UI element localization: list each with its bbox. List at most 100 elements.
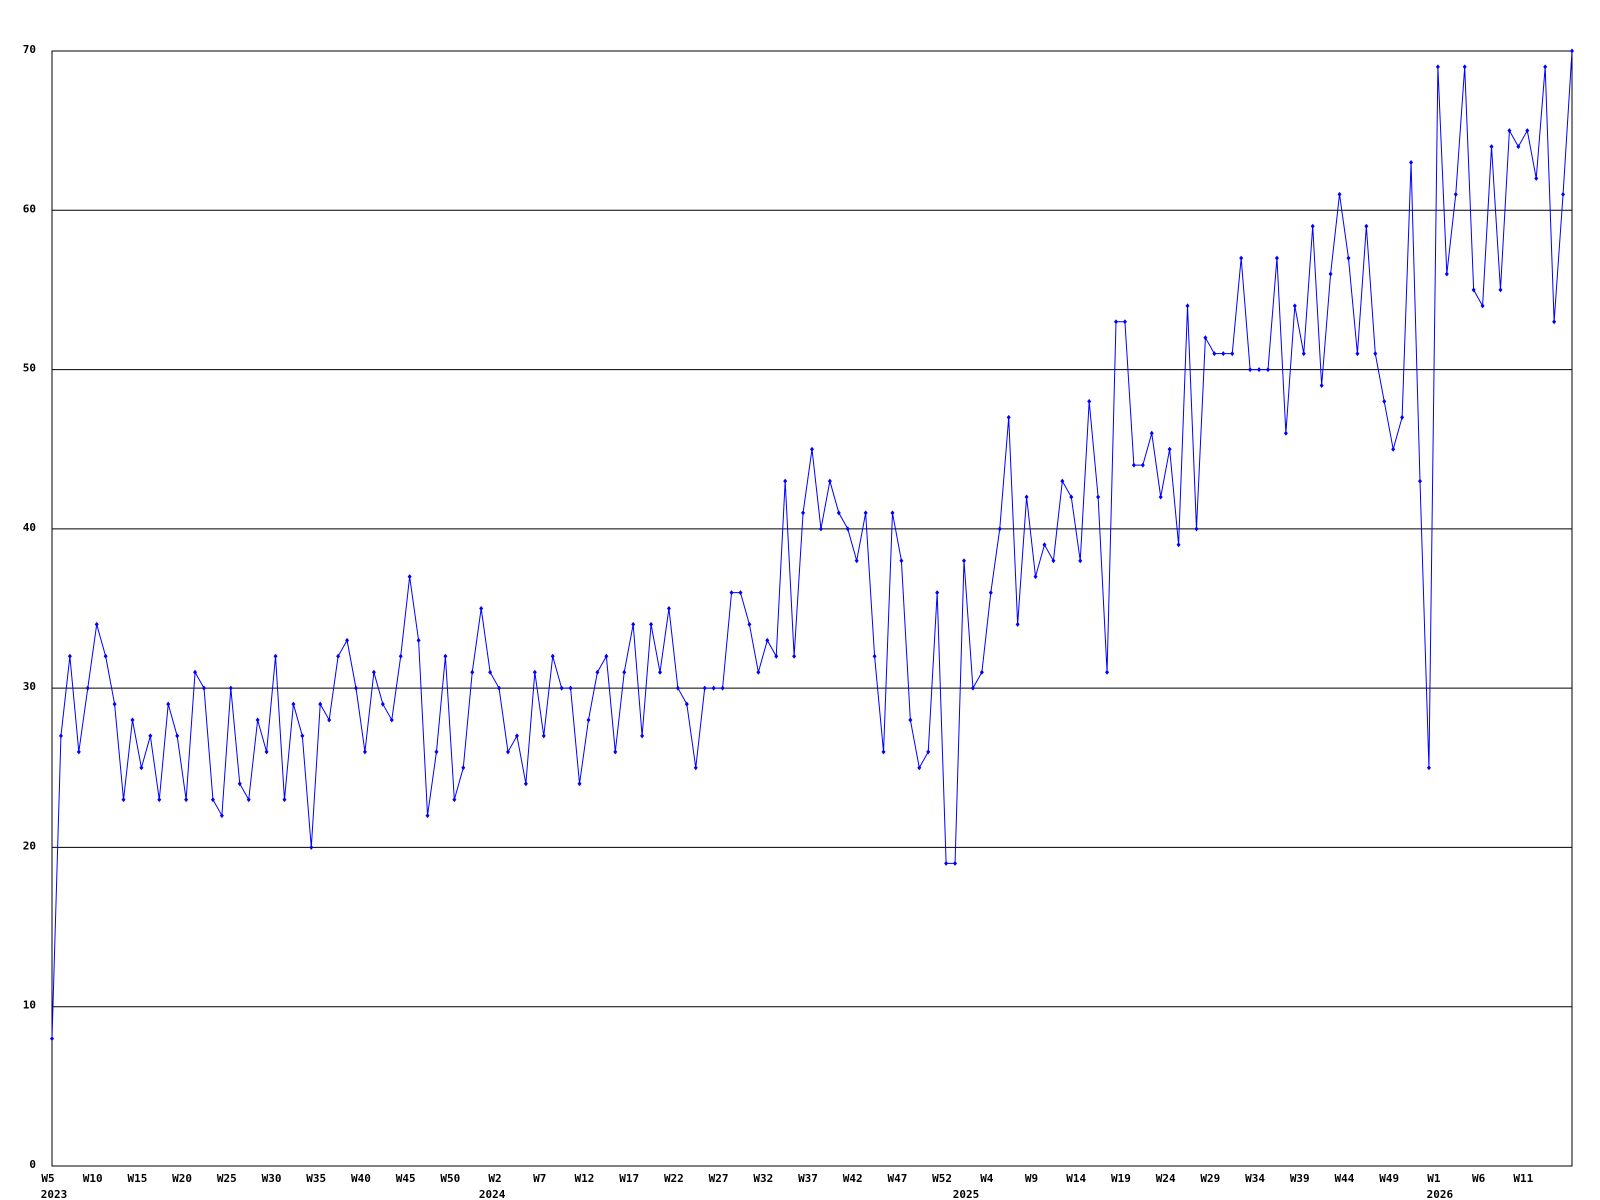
data-point (559, 685, 564, 691)
data-point (1310, 223, 1315, 229)
data-point (371, 669, 376, 675)
data-point (1122, 319, 1127, 325)
data-point (157, 797, 162, 803)
data-point (756, 669, 761, 675)
data-point (246, 797, 251, 803)
data-point (76, 749, 81, 755)
data-point (1409, 160, 1414, 165)
data-point (899, 558, 904, 564)
x-tick-label: W39 (1290, 1172, 1310, 1185)
x-tick-label: W27 (709, 1172, 729, 1185)
x-tick-label: W19 (1111, 1172, 1131, 1185)
data-point (1221, 351, 1226, 357)
data-point (1426, 765, 1431, 771)
data-point (863, 510, 868, 516)
data-point (166, 701, 171, 707)
x-tick-label: W35 (306, 1172, 326, 1185)
data-point (327, 717, 332, 723)
data-point (497, 685, 502, 691)
data-point (1355, 351, 1360, 357)
data-point (1516, 144, 1521, 150)
data-point (935, 590, 940, 596)
data-point (1274, 255, 1279, 261)
data-point (1283, 430, 1288, 436)
data-point (1534, 175, 1539, 181)
data-point (729, 590, 734, 596)
data-point (1364, 223, 1369, 229)
data-point (1444, 271, 1449, 277)
data-point (765, 637, 770, 643)
data-point (514, 733, 519, 739)
x-tick-label: W24 (1156, 1172, 1176, 1185)
data-point (792, 653, 797, 659)
data-point (684, 701, 689, 707)
x-tick-label: W52 (932, 1172, 952, 1185)
x-tick-label: W50 (440, 1172, 460, 1185)
x-tick-label: W22 (664, 1172, 684, 1185)
y-tick-label: 10 (23, 999, 36, 1012)
x-tick-label: W42 (843, 1172, 863, 1185)
data-point (1212, 351, 1217, 357)
data-point (881, 749, 886, 755)
data-point (1337, 191, 1342, 197)
data-point (693, 765, 698, 771)
data-point (1400, 414, 1405, 420)
x-tick-label: W2 (488, 1172, 501, 1185)
data-point (1391, 446, 1396, 452)
data-point (85, 685, 90, 691)
x-tick-label: W11 (1513, 1172, 1533, 1185)
x-year-label: 2026 (1427, 1188, 1454, 1200)
data-point (953, 860, 958, 866)
data-point (1525, 128, 1530, 134)
x-tick-label: W44 (1335, 1172, 1355, 1185)
data-point (273, 653, 278, 659)
data-point (452, 797, 457, 803)
data-point (979, 669, 984, 675)
data-point (649, 621, 654, 627)
data-point (631, 621, 636, 627)
data-point (622, 669, 627, 675)
x-tick-label: W47 (887, 1172, 907, 1185)
data-point (541, 733, 546, 739)
x-tick-label: W14 (1066, 1172, 1086, 1185)
data-point (970, 685, 975, 691)
data-point (1203, 335, 1208, 341)
data-point (228, 685, 233, 691)
data-point (1471, 287, 1476, 293)
x-tick-label: W25 (217, 1172, 237, 1185)
data-point (130, 717, 135, 723)
data-point (434, 749, 439, 755)
data-point (827, 478, 832, 484)
data-point (398, 653, 403, 659)
x-tick-label: W12 (575, 1172, 595, 1185)
data-point (121, 797, 126, 803)
data-point (94, 621, 99, 627)
data-point (148, 733, 153, 739)
data-point (50, 1036, 54, 1042)
data-point (291, 701, 296, 707)
data-point (407, 574, 412, 580)
data-point (488, 669, 493, 675)
data-point (1114, 319, 1118, 325)
data-point (300, 733, 305, 739)
data-point (836, 510, 841, 516)
data-point (988, 590, 993, 596)
data-point (470, 669, 475, 675)
data-point (1418, 478, 1422, 484)
data-point (1328, 271, 1333, 277)
data-point (818, 526, 823, 532)
data-point (1543, 64, 1548, 70)
data-point (1167, 446, 1172, 452)
x-tick-label: W20 (172, 1172, 192, 1185)
data-point (604, 653, 609, 659)
data-point (67, 653, 72, 659)
data-point (532, 669, 537, 675)
data-point (219, 813, 224, 819)
plot-frame (51, 50, 1573, 1167)
data-point (926, 749, 931, 755)
data-point (1570, 48, 1574, 54)
data-point (264, 749, 269, 755)
data-point (389, 717, 394, 723)
x-tick-label: W30 (262, 1172, 282, 1185)
